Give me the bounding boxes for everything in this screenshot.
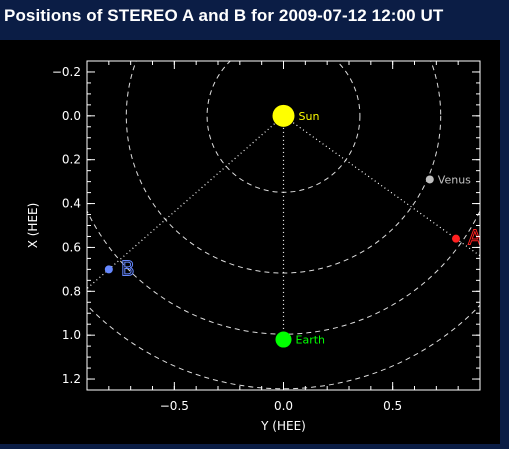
y-axis-label: X (HEE) xyxy=(26,203,40,249)
orbit-circle-1 xyxy=(125,61,442,274)
y-tick-label: 1.2 xyxy=(62,372,81,386)
orbit-circle-2 xyxy=(87,209,480,335)
sun-marker xyxy=(272,104,295,127)
stereo-a-marker xyxy=(451,234,460,243)
title-bar: Positions of STEREO A and B for 2009-07-… xyxy=(0,0,509,34)
orbit-circle-3 xyxy=(87,304,480,390)
stereo-a-label: A xyxy=(468,226,482,250)
y-tick-label: 0.2 xyxy=(62,153,81,167)
y-tick-label: 0.4 xyxy=(62,197,81,211)
earth-marker xyxy=(275,331,292,348)
plot-panel: Sun Earth Venus A B −0.5 0.0 0.5 −0.2 0.0 0.2 0.4 0.… xyxy=(0,40,500,444)
chart-title: Positions of STEREO A and B for 2009-07-… xyxy=(4,6,444,25)
y-tick-label: 0.0 xyxy=(62,109,81,123)
earth-label: Earth xyxy=(296,334,326,347)
venus-marker xyxy=(425,175,434,184)
y-tick-label: 0.8 xyxy=(62,284,81,298)
stereo-b-label: B xyxy=(121,256,135,280)
x-tick-label: 0.0 xyxy=(274,399,293,413)
y-tick-label: −0.2 xyxy=(52,65,81,79)
stereo-b-marker xyxy=(104,265,113,274)
plot-content: Sun Earth Venus A B xyxy=(87,61,482,390)
sun-line-B xyxy=(87,115,284,290)
orbit-chart: Sun Earth Venus A B −0.5 0.0 0.5 −0.2 0.0 0.2 0.4 0.… xyxy=(26,60,482,433)
y-tick-label: 1.0 xyxy=(62,328,81,342)
x-tick-label: −0.5 xyxy=(160,399,189,413)
y-tick-label: 0.6 xyxy=(62,240,81,254)
sun-line-A xyxy=(283,115,480,257)
venus-label: Venus xyxy=(438,173,471,186)
x-tick-label: 0.5 xyxy=(383,399,402,413)
x-axis-label: Y (HEE) xyxy=(260,419,306,433)
sun-label: Sun xyxy=(299,110,320,123)
